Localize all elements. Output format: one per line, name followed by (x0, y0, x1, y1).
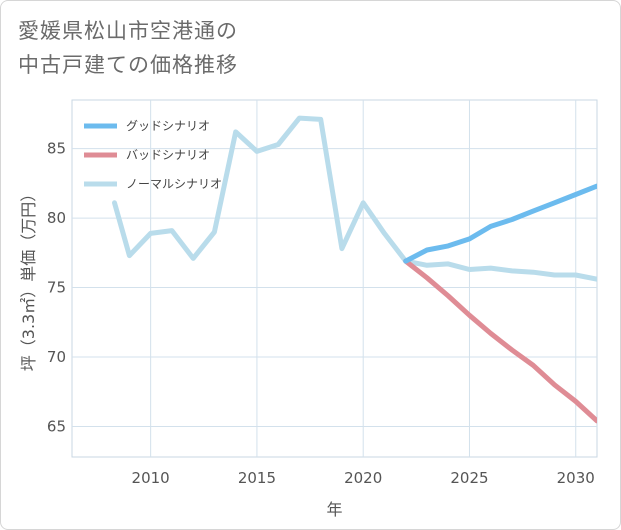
series-line-0 (403, 183, 597, 264)
legend-label: グッドシナリオ (126, 119, 210, 133)
series-line-1 (403, 258, 597, 424)
x-tick-label: 2020 (344, 469, 382, 487)
chart-title: 愛媛県松山市空港通の 中古戸建ての価格推移 (18, 14, 238, 82)
x-tick-label: 2010 (132, 469, 170, 487)
y-tick-label: 80 (47, 209, 66, 227)
y-tick-label: 85 (47, 140, 66, 158)
y-tick-label: 75 (47, 279, 66, 297)
y-tick-label: 70 (47, 348, 66, 366)
y-axis-label: 坪（3.3㎡）単価（万円） (19, 186, 38, 371)
legend-label: バッドシナリオ (126, 148, 210, 162)
y-tick-label: 65 (47, 417, 66, 435)
x-axis-label: 年 (326, 500, 342, 519)
chart-title-line-2: 中古戸建ての価格推移 (18, 53, 238, 77)
chart-title-line-1: 愛媛県松山市空港通の (18, 19, 238, 43)
series-line-2 (112, 115, 597, 282)
plot-area (71, 99, 598, 458)
x-tick-label: 2025 (450, 469, 488, 487)
legend-label: ノーマルシナリオ (126, 177, 222, 191)
x-tick-label: 2030 (557, 469, 595, 487)
x-tick-label: 2015 (238, 469, 276, 487)
